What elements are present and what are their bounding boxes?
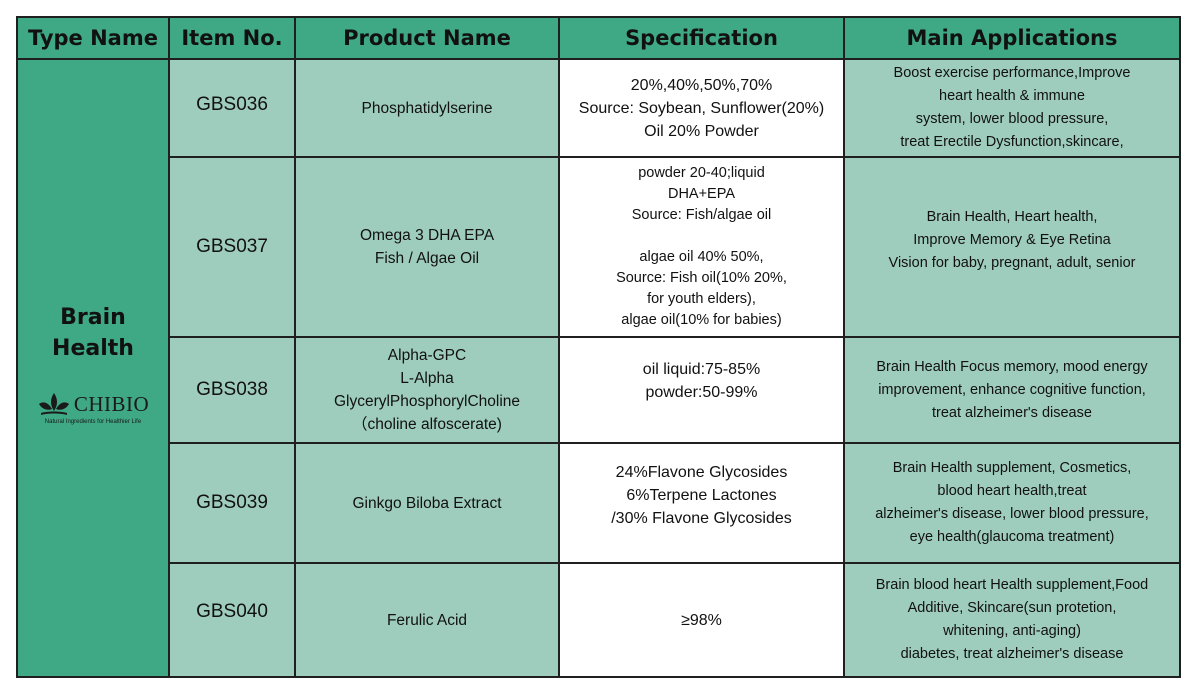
table-row-5-item-no: GBS040 bbox=[170, 564, 294, 676]
table-row-3-product: Alpha-GPC L-Alpha GlycerylPhosphorylChol… bbox=[296, 338, 558, 442]
table-row-1-applications: Boost exercise performance,Improve heart… bbox=[845, 60, 1179, 156]
type-label: Brain Health bbox=[52, 304, 134, 361]
header-product-name: Product Name bbox=[296, 18, 558, 58]
table-row-2-product: Omega 3 DHA EPA Fish / Algae Oil bbox=[296, 158, 558, 336]
product-table: Type Name Item No. Product Name Specific… bbox=[16, 16, 1181, 678]
table-row-5-spec: ≥98% bbox=[560, 564, 843, 676]
table-row-3-applications: Brain Health Focus memory, mood energy i… bbox=[845, 338, 1179, 442]
table-row-5-applications: Brain blood heart Health supplement,Food… bbox=[845, 564, 1179, 676]
table-row-2-applications: Brain Health, Heart health, Improve Memo… bbox=[845, 158, 1179, 336]
table-row-3-item-no: GBS038 bbox=[170, 338, 294, 442]
type-cell: Brain Health CHIBIO Natural Ingredients … bbox=[18, 60, 168, 676]
table-row-1-spec: 20%,40%,50%,70% Source: Soybean, Sunflow… bbox=[560, 60, 843, 156]
table-row-4-spec: 24%Flavone Glycosides 6%Terpene Lactones… bbox=[560, 444, 843, 562]
header-type-name: Type Name bbox=[18, 18, 168, 58]
table-row-4-item-no: GBS039 bbox=[170, 444, 294, 562]
table-row-1-item-no: GBS036 bbox=[170, 60, 294, 156]
table-row-2-item-no: GBS037 bbox=[170, 158, 294, 336]
table-row-2-spec: powder 20-40;liquid DHA+EPA Source: Fish… bbox=[560, 158, 843, 336]
table-row-4-product: Ginkgo Biloba Extract bbox=[296, 444, 558, 562]
table-row-3-spec: oil liquid:75-85% powder:50-99% bbox=[560, 338, 843, 442]
logo-name: CHIBIO bbox=[73, 392, 150, 416]
table-row-4-applications: Brain Health supplement, Cosmetics, bloo… bbox=[845, 444, 1179, 562]
header-item-no: Item No. bbox=[170, 18, 294, 58]
chibio-logo: CHIBIO Natural Ingredients for Healthier… bbox=[37, 392, 149, 425]
leaf-logo-icon bbox=[38, 392, 69, 415]
table-row-1-product: Phosphatidylserine bbox=[296, 60, 558, 156]
header-specification: Specification bbox=[560, 18, 843, 58]
header-main-applications: Main Applications bbox=[845, 18, 1179, 58]
logo-tagline: Natural Ingredients for Healthier Life bbox=[44, 418, 142, 425]
table-row-5-product: Ferulic Acid bbox=[296, 564, 558, 676]
